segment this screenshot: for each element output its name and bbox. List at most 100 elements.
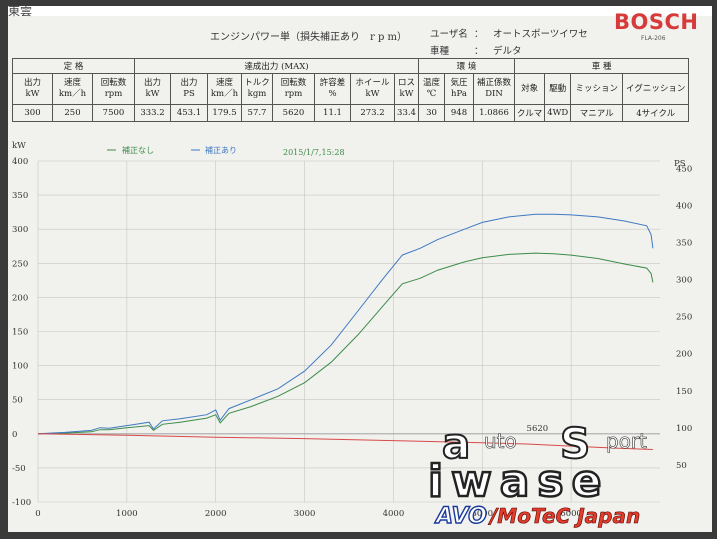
value-cell: マニアル	[570, 104, 624, 122]
value-cell: 7500	[92, 104, 135, 122]
column-header-line: 回転数	[100, 78, 127, 88]
bosch-model: FLA-206	[641, 35, 666, 42]
column-header-line: 気圧	[450, 78, 468, 88]
value-cell: 300	[12, 104, 53, 122]
column-header: 駆動	[544, 73, 572, 105]
value-cell: 453.1	[170, 104, 208, 122]
column-header-line: rpm	[284, 89, 303, 99]
series-line-1	[37, 213, 654, 435]
column-header-line: km／h	[58, 89, 87, 99]
column-header-line: kW	[399, 89, 414, 99]
column-header-line: イグニッション	[626, 83, 686, 94]
series-lines	[37, 213, 654, 450]
y-tick-label: 250	[12, 259, 28, 269]
y2-tick-label: 450	[676, 164, 692, 174]
value-cell: 179.5	[207, 104, 242, 122]
value-cell: 333.2	[134, 104, 171, 122]
partial-title: 東雲	[8, 6, 33, 18]
column-header-line: 補正係数	[476, 78, 511, 88]
x-tick-label: 1000	[116, 509, 138, 519]
column-header-line: 駆動	[549, 83, 567, 94]
y2-tick-label: 250	[676, 313, 692, 323]
vehicle-colon: ：	[474, 46, 484, 57]
column-header-line: 温度	[422, 78, 440, 88]
column-header: 対象	[513, 73, 546, 105]
sheet-title: エンジンパワー単（損失補正あり r p m）	[210, 32, 408, 43]
column-header-line: kW	[145, 89, 160, 99]
column-header-line: ホイール	[355, 78, 390, 88]
column-header: トルク kgm	[241, 73, 273, 105]
y-tick-label: -100	[12, 498, 31, 508]
column-header-line: 出力	[143, 78, 161, 88]
column-header-line: %	[328, 89, 337, 99]
y-tick-label: 400	[12, 157, 28, 167]
y2-tick-label: 400	[676, 201, 692, 211]
column-header-line: 対象	[521, 83, 539, 94]
logo-a: a	[442, 419, 470, 468]
column-header-line: DIN	[485, 89, 503, 99]
y-tick-label: 150	[12, 328, 28, 338]
column-header: 許容差%	[314, 73, 351, 105]
value-cell: 1.0866	[473, 104, 515, 122]
column-header-line: ミッション	[575, 83, 618, 94]
logo-motec-japan: /MoTeC Japan	[488, 504, 640, 528]
y2-tick-label: 200	[676, 350, 692, 360]
group-vehicle: 車 種	[513, 58, 690, 74]
value-cell: 57.7	[241, 104, 273, 122]
value-cell: 948	[444, 104, 474, 122]
column-header-line: 速度	[215, 78, 233, 88]
value-cell: 4WD	[544, 104, 572, 122]
column-header: 補正係数 DIN	[473, 73, 515, 105]
column-header-line: ℃	[426, 89, 437, 99]
y2-tick-label: 100	[676, 424, 692, 434]
group-environment: 環 境	[418, 58, 515, 74]
x-axis-ticks: 0 1000 2000 3000 4000 5000 6000	[35, 509, 582, 519]
value-cell: 5620	[272, 104, 315, 122]
column-header-line: 回転数	[280, 78, 307, 88]
x-tick-label: 0	[35, 509, 40, 519]
column-header-line: kW	[365, 89, 380, 99]
x-tick-label: 6000	[560, 509, 582, 519]
column-header: 出力 kW	[12, 73, 53, 105]
logo-uto: uto	[484, 429, 517, 453]
column-header-line: 速度	[63, 78, 81, 88]
column-header-line: 出力	[23, 78, 41, 88]
series-line-0	[37, 252, 654, 435]
logo-port: port	[606, 429, 647, 453]
value-cell: 11.1	[314, 104, 351, 122]
y2-axis-ticks: 50 100 150 200 250 300 350 400 450	[676, 164, 692, 471]
column-header-line: kgm	[247, 89, 267, 99]
column-header: 回転数 rpm	[272, 73, 315, 105]
column-header: イグニッション	[622, 73, 690, 105]
column-header: 速度 km／h	[52, 73, 93, 105]
value-cell: クルマ	[513, 104, 546, 122]
column-header-line: hPa	[451, 89, 467, 99]
y2-tick-label: 300	[676, 276, 692, 286]
user-value: オートスポーツイワセ	[493, 29, 588, 40]
vehicle-value: デルタ	[493, 46, 522, 57]
y-axis-label: kW	[12, 141, 26, 151]
column-header-line: kW	[25, 89, 40, 99]
column-header: ミッション	[570, 73, 624, 105]
value-cell: 4サイクル	[622, 104, 690, 122]
logo-avo: AVO	[434, 504, 487, 529]
top-strip	[8, 6, 712, 16]
y-tick-label: 200	[12, 293, 28, 303]
column-header-line: 許容差	[319, 78, 346, 88]
y-tick-label: 0	[12, 430, 17, 440]
x-tick-label: 2000	[205, 509, 227, 519]
legend-corrected: 補正あり	[205, 145, 237, 155]
legend: 補正なし 補正あり 2015/1/7,15:28	[107, 145, 345, 157]
y-tick-label: -50	[12, 464, 26, 474]
y-axis-ticks: -100 -50 0 50 100 150 200 250 300 350 400	[12, 157, 31, 508]
user-colon: ：	[474, 29, 484, 40]
column-header: 回転数 rpm	[92, 73, 135, 105]
legend-uncorrected: 補正なし	[122, 145, 154, 155]
power-chart: -100 -50 0 50 100 150 200 250 300 350 400 50 100 150…	[12, 141, 692, 519]
y2-tick-label: 350	[676, 239, 692, 249]
x-tick-label: 5000	[471, 509, 493, 519]
y-tick-label: 300	[12, 225, 28, 235]
x-tick-label: 3000	[294, 509, 316, 519]
y-tick-label: 50	[12, 396, 23, 406]
rpm-marker-label: 5620	[527, 424, 549, 434]
